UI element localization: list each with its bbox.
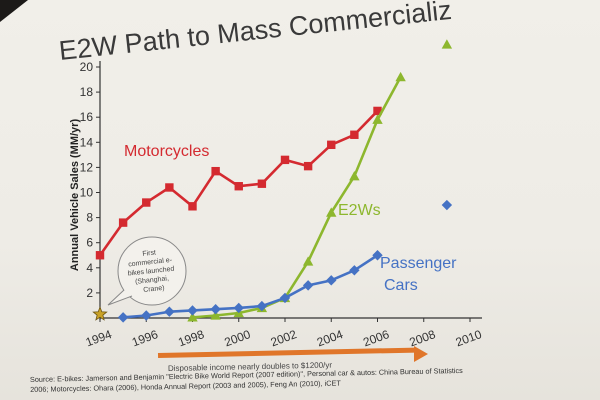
data-point-passenger-cars xyxy=(302,280,314,291)
series-label-motorcycles: Motorcycles xyxy=(124,143,209,160)
data-point-motorcycles xyxy=(303,161,313,171)
x-tick-label: 1996 xyxy=(130,327,160,349)
data-point-e2ws xyxy=(302,256,314,266)
data-point-passenger-cars xyxy=(279,292,291,304)
income-arrow-head xyxy=(414,346,428,362)
series-line-e2ws xyxy=(192,76,402,319)
svg-text:First commercial e-: First commercial e- bikes launched (Shan… xyxy=(126,248,179,296)
data-point-motorcycles xyxy=(95,251,105,260)
data-point-passenger-cars xyxy=(372,250,383,261)
x-tick-label: 1998 xyxy=(176,327,206,349)
x-tick-label: 2000 xyxy=(222,327,252,349)
y-tick-label: 14 xyxy=(80,135,94,149)
data-point-motorcycles xyxy=(257,179,267,188)
x-tick-label: 2002 xyxy=(269,327,299,349)
data-point-passenger-cars xyxy=(256,300,268,312)
series-layer xyxy=(92,39,453,323)
data-point-passenger-cars xyxy=(210,304,221,315)
data-point-e2ws xyxy=(187,312,198,322)
note-line: commercial e- xyxy=(128,257,173,269)
x-tick-label: 2004 xyxy=(315,327,345,349)
series-label-line: Cars xyxy=(384,277,418,294)
data-point-motorcycles xyxy=(350,130,359,139)
data-point-e2ws xyxy=(210,310,221,320)
data-point-motorcycles xyxy=(188,202,197,211)
y-tick-label: 18 xyxy=(80,85,94,99)
y-tick-label: 10 xyxy=(80,186,94,200)
star-marker xyxy=(92,306,108,321)
data-point-passenger-cars xyxy=(164,306,175,317)
series-label-e2ws: E2Ws xyxy=(338,202,381,219)
data-point-motorcycles xyxy=(234,182,243,191)
x-tick-label: 2008 xyxy=(407,327,437,349)
outlier-point-passenger-cars xyxy=(441,199,453,211)
data-point-motorcycles xyxy=(211,166,220,176)
axes: 2 4 6 8 10 12 14 16 18 20 1994 1996 1998 2000 2002 2004… xyxy=(69,60,484,349)
data-point-e2ws xyxy=(372,114,383,124)
note-bubble xyxy=(117,236,187,306)
data-point-passenger-cars xyxy=(326,275,337,286)
y-tick-label: 20 xyxy=(80,60,94,74)
data-point-passenger-cars xyxy=(349,265,360,276)
series-label-passenger-cars: Passenger Cars xyxy=(380,255,457,294)
series-label-line: Passenger xyxy=(380,255,457,272)
note-line: (Shanghai, xyxy=(135,275,169,286)
y-tick-label: 16 xyxy=(80,110,94,124)
x-tick-label: 2010 xyxy=(454,327,484,349)
slide-title: E2W Path to Mass Commercializ xyxy=(57,0,453,66)
income-arrow: Disposable income nearly doubles to $120… xyxy=(157,346,428,373)
data-point-e2ws xyxy=(326,207,337,217)
income-arrow-bar xyxy=(157,347,417,358)
labels-layer: Motorcycles E2Ws Passenger Cars xyxy=(124,143,457,294)
data-point-passenger-cars xyxy=(141,310,152,321)
note-line: Crane) xyxy=(143,285,165,294)
data-point-passenger-cars xyxy=(187,305,198,316)
svg-text:Source: E-bikes: Jamerson and: Source: E-bikes: Jamerson and Benjamin "… xyxy=(30,366,465,394)
note-line: First xyxy=(142,250,156,258)
data-point-motorcycles xyxy=(118,218,128,227)
outlier-point-e2ws xyxy=(441,39,453,49)
data-point-motorcycles xyxy=(373,106,382,116)
y-tick-label: 8 xyxy=(86,211,93,225)
data-point-e2ws xyxy=(349,170,360,181)
income-note: Disposable income nearly doubles to $120… xyxy=(168,361,333,373)
y-tick-label: 2 xyxy=(86,286,93,300)
data-point-motorcycles xyxy=(142,198,151,207)
y-tick-label: 6 xyxy=(86,236,93,250)
y-tick-label: 12 xyxy=(80,160,94,174)
data-point-e2ws xyxy=(395,71,406,82)
x-tick-label: 1994 xyxy=(84,327,114,349)
note-pointer xyxy=(107,289,133,306)
data-point-motorcycles xyxy=(327,140,336,150)
data-point-motorcycles xyxy=(280,155,290,165)
x-tick-label: 2006 xyxy=(361,327,391,349)
note-line: bikes launched xyxy=(127,266,174,278)
data-point-motorcycles xyxy=(165,183,174,192)
y-axis-title: Annual Vehicle Sales (MM/yr) xyxy=(69,119,81,272)
first-ebike-note: First commercial e- bikes launched (Shan… xyxy=(107,236,187,306)
data-point-passenger-cars xyxy=(117,312,129,323)
data-point-passenger-cars xyxy=(233,302,244,314)
y-tick-label: 4 xyxy=(86,261,93,275)
